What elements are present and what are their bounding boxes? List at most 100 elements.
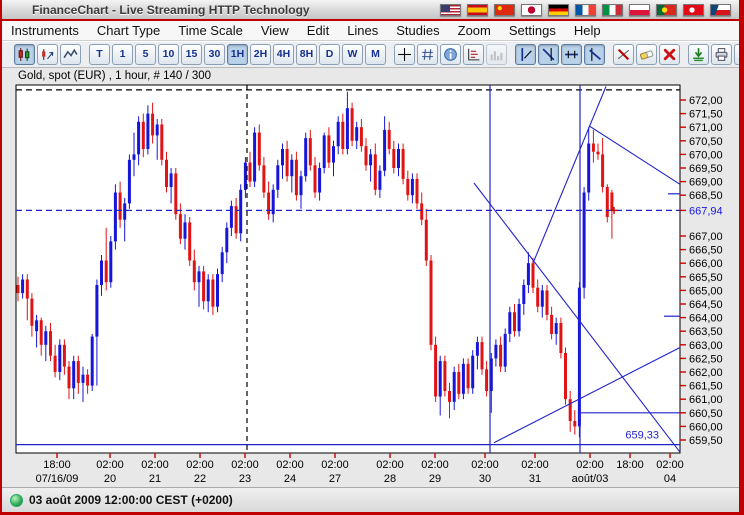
info-icon (443, 47, 458, 62)
segment-line-tool-icon (587, 47, 602, 62)
svg-text:août/03: août/03 (572, 473, 609, 485)
svg-text:662,50: 662,50 (689, 353, 723, 365)
svg-text:664,50: 664,50 (689, 299, 723, 311)
svg-text:02:00: 02:00 (321, 459, 349, 471)
timescale-30-button[interactable]: 30 (204, 44, 225, 65)
menu-help[interactable]: Help (573, 23, 601, 38)
timescale-m-button[interactable]: M (365, 44, 386, 65)
crosshair-button[interactable] (394, 44, 415, 65)
pan-chart-icon (40, 47, 55, 62)
svg-text:02:00: 02:00 (471, 459, 499, 471)
eraser-icon (639, 47, 654, 62)
connection-status-icon (10, 493, 23, 507)
pin-button[interactable] (734, 44, 739, 65)
timescale-10-button[interactable]: 10 (158, 44, 179, 65)
svg-text:24: 24 (284, 473, 296, 485)
timescale-4h-button[interactable]: 4H (273, 44, 294, 65)
menu-settings[interactable]: Settings (508, 23, 556, 38)
svg-text:665,50: 665,50 (689, 272, 723, 284)
vertical-line-tool-button[interactable] (515, 44, 536, 65)
menu-edit[interactable]: Edit (306, 23, 330, 38)
info-button[interactable] (440, 44, 461, 65)
menu-instruments[interactable]: Instruments (11, 23, 79, 38)
timescale-label: 5 (142, 48, 149, 61)
timescale-d-button[interactable]: D (319, 44, 340, 65)
flag-pt-icon[interactable] (656, 3, 677, 16)
remove-line-icon (616, 47, 631, 62)
horizontal-line-tool-button[interactable] (561, 44, 582, 65)
menu-time-scale[interactable]: Time Scale (178, 23, 243, 38)
svg-text:30: 30 (479, 473, 491, 485)
menu-chart-type[interactable]: Chart Type (96, 23, 161, 38)
svg-text:23: 23 (239, 473, 251, 485)
svg-text:02:00: 02:00 (576, 459, 604, 471)
svg-text:663,00: 663,00 (689, 340, 723, 352)
window-title: FinanceChart - Live Streaming HTTP Techn… (32, 2, 310, 17)
print-icon (714, 47, 729, 62)
svg-text:02:00: 02:00 (376, 459, 404, 471)
menu-view[interactable]: View (260, 23, 289, 38)
timescale-1-button[interactable]: 1 (112, 44, 133, 65)
instrument-label: Gold, spot (EUR) , 1 hour, # 140 / 300 (18, 70, 212, 82)
flag-cz-icon[interactable] (710, 3, 731, 16)
flag-cn-icon[interactable] (494, 3, 515, 16)
print-button[interactable] (711, 44, 732, 65)
title-divider (2, 19, 739, 21)
flag-de-icon[interactable] (548, 3, 569, 16)
timescale-5-button[interactable]: 5 (135, 44, 156, 65)
svg-text:669,00: 669,00 (689, 177, 723, 189)
flag-us-icon[interactable] (440, 3, 461, 16)
grid-button[interactable] (417, 44, 438, 65)
remove-line-button[interactable] (613, 44, 634, 65)
flag-it-icon[interactable] (602, 3, 623, 16)
svg-text:670,50: 670,50 (689, 136, 723, 148)
trend-line-tool-button[interactable] (538, 44, 559, 65)
svg-text:671,50: 671,50 (689, 109, 723, 121)
flag-pl-icon[interactable] (629, 3, 650, 16)
volume-button[interactable] (486, 44, 507, 65)
toolbar-group-chart-type (14, 44, 81, 65)
toolbar-group-erase (613, 44, 680, 65)
svg-text:28: 28 (384, 473, 396, 485)
timescale-w-button[interactable]: W (342, 44, 363, 65)
timescale-2h-button[interactable]: 2H (250, 44, 271, 65)
pan-chart-button[interactable] (37, 44, 58, 65)
export-button[interactable] (688, 44, 709, 65)
flag-jp-icon[interactable] (521, 3, 542, 16)
svg-text:670,00: 670,00 (689, 149, 723, 161)
timescale-1h-button[interactable]: 1H (227, 44, 248, 65)
svg-text:02:00: 02:00 (656, 459, 684, 471)
toolbar-group-output (688, 44, 739, 65)
menu-lines[interactable]: Lines (347, 23, 379, 38)
flag-tr-icon[interactable] (683, 3, 704, 16)
eraser-button[interactable] (636, 44, 657, 65)
svg-text:07/16/09: 07/16/09 (36, 473, 79, 485)
segment-line-tool-button[interactable] (584, 44, 605, 65)
flag-fr-icon[interactable] (575, 3, 596, 16)
timescale-t-button[interactable]: T (89, 44, 110, 65)
svg-text:02:00: 02:00 (231, 459, 259, 471)
candlestick-chart-button[interactable] (14, 44, 35, 65)
svg-text:18:00: 18:00 (43, 459, 71, 471)
svg-text:18:00: 18:00 (616, 459, 644, 471)
remove-all-icon (662, 47, 677, 62)
timescale-label: 30 (208, 48, 221, 61)
svg-text:667,94: 667,94 (689, 205, 723, 217)
remove-all-button[interactable] (659, 44, 680, 65)
flag-es-icon[interactable] (467, 3, 488, 16)
candlestick-chart-icon (17, 47, 32, 62)
menu-zoom[interactable]: Zoom (457, 23, 491, 38)
svg-text:29: 29 (429, 473, 441, 485)
timescale-8h-button[interactable]: 8H (296, 44, 317, 65)
price-labels-button[interactable] (463, 44, 484, 65)
timescale-15-button[interactable]: 15 (181, 44, 202, 65)
line-chart-button[interactable] (60, 44, 81, 65)
chart-area: Gold, spot (EUR) , 1 hour, # 140 / 300 6… (2, 68, 744, 487)
svg-text:21: 21 (149, 473, 161, 485)
svg-text:660,50: 660,50 (689, 408, 723, 420)
menu-studies[interactable]: Studies (396, 23, 440, 38)
timescale-label: T (96, 48, 103, 61)
